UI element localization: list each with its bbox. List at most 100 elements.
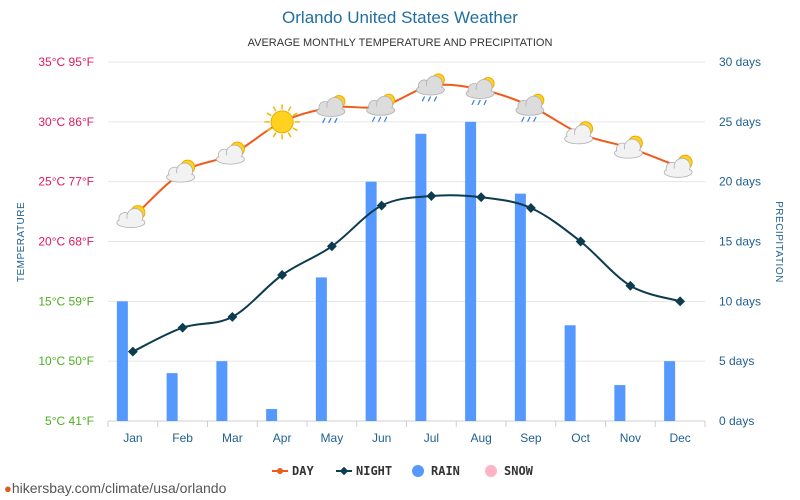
rain-drop: [322, 117, 326, 124]
sun-ray: [292, 127, 298, 132]
cloud-fill: [317, 107, 344, 116]
sun-ray: [292, 112, 298, 117]
location-pin-icon: ●: [4, 481, 12, 496]
cloudy-rain-icon: [316, 94, 346, 124]
left-axis-label: TEMPERATURE: [16, 202, 27, 282]
night-point: [525, 203, 536, 213]
rain-bar: [465, 121, 477, 421]
footer-link[interactable]: ●hikersbay.com/climate/usa/orlando: [4, 480, 226, 496]
legend-item-rain: RAIN: [412, 464, 460, 478]
night-point: [227, 311, 238, 322]
rain-drop: [427, 96, 431, 102]
night-point: [575, 236, 586, 247]
legend-dot-swatch: [485, 465, 497, 477]
rain-bar: [216, 361, 228, 421]
rain-bar: [664, 361, 676, 421]
chart-title: Orlando United States Weather: [282, 8, 518, 27]
sun-ray: [272, 132, 277, 138]
cloudy-rain-icon: [415, 73, 445, 102]
precipitation-tick-label: 20 days: [719, 175, 761, 189]
legend-label: DAY: [292, 464, 314, 478]
legend-item-day: DAY: [272, 464, 314, 478]
sun-icon: [264, 104, 300, 140]
rain-bar: [266, 409, 278, 421]
rain-bar: [315, 277, 327, 421]
cloud-fill: [367, 106, 394, 115]
temperature-tick-label: 20°C 68°F: [38, 235, 94, 249]
precipitation-tick-label: 30 days: [719, 55, 761, 69]
month-tick-label: Sep: [520, 431, 542, 445]
sun-ray: [287, 132, 292, 138]
legend-label: RAIN: [431, 464, 460, 478]
weather-icons: [116, 73, 693, 228]
sun-ray: [272, 106, 277, 112]
sun-disc: [270, 110, 294, 134]
axis-ticks: 35°C 95°F 30°C 86°F 25°C 77°F 20°C 68°F 15°C…: [38, 55, 761, 445]
month-tick-label: Oct: [571, 431, 590, 445]
night-point: [426, 191, 437, 201]
rain-bar: [514, 193, 526, 421]
temperature-tick-label: 25°C 77°F: [38, 175, 94, 189]
precipitation-tick-label: 0 days: [719, 414, 754, 428]
month-tick-label: Nov: [620, 431, 641, 445]
month-tick-label: Apr: [273, 431, 292, 445]
cloudy-rain-icon: [515, 93, 545, 122]
cloud-fill: [167, 173, 194, 182]
rain-bar: [564, 325, 576, 421]
footer-url: hikersbay.com/climate/usa/orlando: [11, 480, 227, 496]
temperature-tick-label: 10°C 50°F: [38, 354, 94, 368]
legend-dot-swatch: [412, 465, 424, 477]
month-tick-label: Mar: [222, 431, 243, 445]
legend-label: NIGHT: [356, 464, 392, 478]
rain-drop: [533, 116, 537, 122]
legend-marker: [277, 468, 283, 474]
cloud-fill: [615, 149, 642, 158]
sun-ray: [266, 127, 272, 132]
rain-bars: [116, 121, 676, 422]
rain-drop: [334, 117, 338, 124]
precipitation-tick-label: 10 days: [719, 294, 761, 308]
night-point: [675, 296, 686, 307]
rain-drop: [384, 116, 388, 122]
sun-ray: [287, 106, 292, 112]
rain-drop: [477, 99, 481, 106]
temperature-tick-label: 5°C 41°F: [45, 414, 94, 428]
precipitation-tick-label: 5 days: [719, 354, 754, 368]
cloud-fill: [516, 106, 543, 115]
rain-drop: [328, 117, 332, 124]
cloud-fill: [117, 218, 144, 227]
partly-cloudy-icon: [663, 154, 693, 178]
rain-drop: [483, 99, 487, 106]
month-tick-label: Jun: [372, 431, 391, 445]
precipitation-tick-label: 15 days: [719, 235, 761, 249]
night-point: [277, 270, 288, 280]
rain-drop: [372, 116, 376, 122]
cloudy-rain-icon: [465, 77, 495, 106]
temperature-tick-label: 30°C 86°F: [38, 115, 94, 129]
night-point: [177, 322, 188, 333]
chart-subtitle: AVERAGE MONTHLY TEMPERATURE AND PRECIPIT…: [248, 37, 553, 49]
rain-drop: [521, 116, 525, 122]
partly-cloudy-icon: [613, 135, 643, 159]
rain-bar: [614, 385, 626, 421]
night-point: [326, 241, 337, 252]
night-point: [376, 200, 387, 211]
cloud-fill: [217, 155, 244, 164]
partly-cloudy-icon: [116, 205, 146, 228]
night-point: [476, 192, 487, 203]
partly-cloudy-icon: [215, 141, 245, 165]
rain-bar: [116, 301, 128, 421]
night-line: [132, 194, 681, 353]
rain-drop: [527, 116, 531, 122]
rain-bar: [415, 133, 427, 422]
month-tick-label: May: [321, 431, 344, 445]
month-tick-label: Aug: [470, 431, 491, 445]
temperature-tick-label: 35°C 95°F: [38, 55, 94, 69]
rain-drop: [378, 116, 382, 122]
temperature-tick-label: 15°C 59°F: [38, 294, 94, 308]
rain-drop: [421, 96, 425, 102]
night-point: [127, 346, 138, 357]
precipitation-tick-label: 25 days: [719, 115, 761, 129]
cloud-fill: [665, 168, 692, 177]
legend-marker: [339, 466, 349, 476]
